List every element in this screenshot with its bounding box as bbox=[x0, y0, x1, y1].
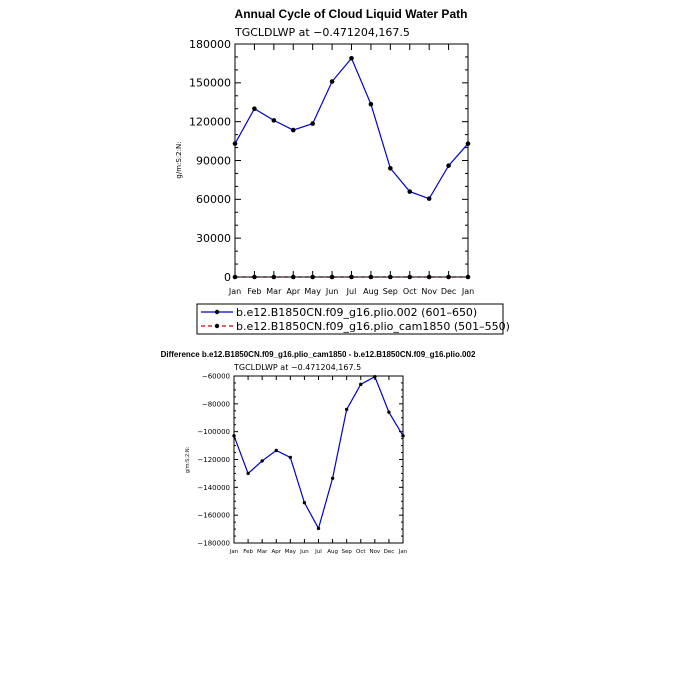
data-point bbox=[368, 101, 374, 107]
xtick-label: Jan bbox=[228, 287, 241, 296]
ytick-label: 90000 bbox=[196, 154, 231, 167]
legend-label-series-2: b.e12.B1850CN.f09_g16.plio_cam1850 (501–… bbox=[236, 320, 510, 333]
plot-frame bbox=[234, 43, 469, 278]
xtick-label: Dec bbox=[441, 287, 456, 296]
ytick-label: 120000 bbox=[189, 116, 231, 129]
ytick-label: 0 bbox=[224, 271, 231, 284]
ytick-label: −140000 bbox=[197, 484, 230, 492]
data-point bbox=[426, 196, 432, 201]
xtick-label: Jan bbox=[461, 287, 474, 296]
xtick-label: Nov bbox=[369, 549, 380, 555]
data-point bbox=[310, 121, 315, 126]
chart1-subtitle: TGCLDLWP at −0.471204,167.5 bbox=[234, 26, 410, 39]
data-point bbox=[330, 476, 335, 480]
xtick-label: Jan bbox=[398, 549, 408, 555]
xtick-label: Nov bbox=[421, 287, 437, 296]
ytick-label: 30000 bbox=[196, 232, 231, 245]
chart-annual-cycle: Annual Cycle of Cloud Liquid Water Path … bbox=[175, 7, 510, 335]
data-point bbox=[407, 189, 413, 194]
xtick-label: Feb bbox=[243, 549, 253, 555]
xtick-label: May bbox=[285, 549, 297, 555]
ytick-label: −180000 bbox=[197, 539, 230, 547]
ytick-label: −80000 bbox=[202, 400, 230, 408]
chart2-subtitle: TGCLDLWP at −0.471204,167.5 bbox=[233, 363, 361, 372]
data-point bbox=[274, 448, 278, 453]
legend-label-series-1: b.e12.B1850CN.f09_g16.plio.002 (601–650) bbox=[236, 306, 477, 319]
chart-difference: Difference b.e12.B1850CN.f09_g16.plio_ca… bbox=[161, 350, 476, 555]
data-point bbox=[302, 500, 307, 505]
data-point bbox=[388, 165, 393, 171]
series-line-1 bbox=[233, 375, 404, 530]
xtick-label: Sep bbox=[341, 549, 352, 555]
data-point bbox=[260, 459, 264, 463]
chart1-ylabel: g/m:S:2:N: bbox=[175, 141, 183, 178]
xtick-label: Sep bbox=[383, 287, 398, 296]
legend-marker-series-2 bbox=[214, 323, 220, 329]
xtick-label: Jan bbox=[229, 549, 239, 555]
data-point bbox=[329, 79, 335, 84]
chart1-title: Annual Cycle of Cloud Liquid Water Path bbox=[235, 7, 468, 21]
data-point bbox=[290, 127, 296, 133]
ytick-label: −160000 bbox=[197, 512, 230, 520]
xtick-label: Dec bbox=[384, 549, 395, 555]
legend-box bbox=[196, 303, 504, 335]
xtick-label: Oct bbox=[356, 549, 366, 555]
data-point bbox=[316, 526, 321, 531]
xtick-label: Aug bbox=[327, 549, 338, 555]
data-point bbox=[387, 410, 391, 414]
legend-marker-series-1 bbox=[214, 309, 220, 315]
chart1-legend: b.e12.B1850CN.f09_g16.plio.002 (601–650)… bbox=[196, 303, 510, 335]
series-line-1 bbox=[234, 57, 469, 200]
xtick-label: Feb bbox=[247, 287, 261, 296]
data-point bbox=[271, 118, 277, 123]
data-point bbox=[344, 407, 349, 412]
data-point bbox=[288, 455, 293, 460]
chart2-title: Difference b.e12.B1850CN.f09_g16.plio_ca… bbox=[161, 350, 476, 359]
ytick-label: 150000 bbox=[189, 77, 231, 90]
data-point bbox=[252, 106, 257, 112]
ytick-label: −100000 bbox=[197, 428, 230, 436]
xtick-label: Apr bbox=[286, 287, 301, 296]
ytick-label: −120000 bbox=[197, 456, 230, 464]
xtick-label: Apr bbox=[271, 549, 281, 555]
plot-frame bbox=[233, 375, 404, 544]
xtick-label: Mar bbox=[266, 287, 282, 296]
xtick-label: Aug bbox=[363, 287, 379, 296]
xtick-label: Oct bbox=[403, 287, 417, 296]
xtick-label: May bbox=[304, 287, 321, 296]
data-point bbox=[446, 163, 451, 168]
xtick-label: Jun bbox=[299, 549, 309, 555]
ytick-label: −60000 bbox=[202, 372, 230, 380]
ytick-label: 180000 bbox=[189, 38, 231, 51]
xtick-label: Jul bbox=[346, 287, 357, 296]
xtick-label: Mar bbox=[257, 549, 268, 555]
chart2-ylabel: g/m:S:2:N: bbox=[185, 446, 191, 473]
data-point bbox=[359, 382, 363, 387]
xtick-label: Jul bbox=[314, 549, 322, 555]
ytick-label: 60000 bbox=[196, 193, 231, 206]
data-point bbox=[349, 55, 354, 61]
xtick-label: Jun bbox=[325, 287, 339, 296]
data-point bbox=[246, 471, 250, 476]
